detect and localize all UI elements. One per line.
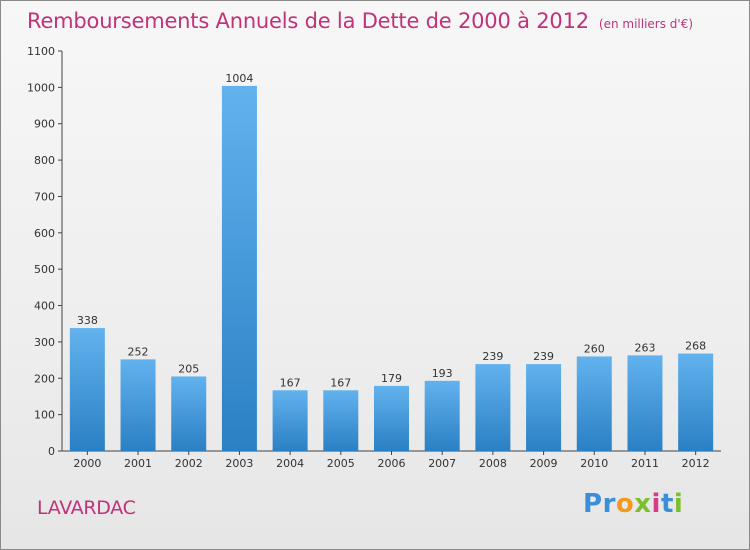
logo-letter: r <box>602 489 616 519</box>
bar <box>475 364 511 451</box>
logo-letter: t <box>660 489 674 519</box>
bar <box>424 380 460 451</box>
y-tick-label: 400 <box>34 300 55 313</box>
x-tick-label: 2004 <box>276 457 304 470</box>
bar <box>323 390 359 451</box>
bar-value-label: 167 <box>280 376 301 389</box>
chart-unit: (en milliers d'€) <box>598 17 694 31</box>
bar-value-label: 193 <box>432 367 453 380</box>
x-tick-label: 2000 <box>73 457 101 470</box>
x-tick-label: 2002 <box>175 457 203 470</box>
y-tick-label: 600 <box>34 227 55 240</box>
y-tick-label: 1000 <box>27 81 55 94</box>
bar <box>627 355 663 451</box>
y-tick-label: 700 <box>34 190 55 203</box>
logo-letter: o <box>615 489 635 519</box>
bar-value-label: 260 <box>584 342 605 355</box>
x-tick-label: 2006 <box>378 457 406 470</box>
x-tick-label: 2011 <box>631 457 659 470</box>
bar-value-label: 268 <box>685 340 706 353</box>
x-tick-label: 2009 <box>530 457 558 470</box>
x-tick-label: 2001 <box>124 457 152 470</box>
x-tick-label: 2007 <box>428 457 456 470</box>
y-tick-label: 0 <box>48 445 55 458</box>
bar <box>69 328 105 451</box>
y-tick-label: 200 <box>34 372 55 385</box>
logo-letter: i <box>651 489 661 519</box>
logo-letter: x <box>634 489 652 519</box>
y-tick-label: 500 <box>34 263 55 276</box>
bar-value-label: 239 <box>533 350 554 363</box>
y-tick-label: 100 <box>34 409 55 422</box>
y-tick-label: 1100 <box>27 45 55 58</box>
bar <box>272 390 308 451</box>
proxiti-logo: Proxiti <box>583 489 683 519</box>
bar <box>678 353 714 451</box>
bar-value-label: 252 <box>128 345 149 358</box>
bar-value-label: 205 <box>178 362 199 375</box>
bar <box>171 376 207 451</box>
bar-value-label: 179 <box>381 372 402 385</box>
chart-title: Remboursements Annuels de la Dette de 20… <box>27 9 589 33</box>
bar <box>221 85 257 451</box>
x-tick-label: 2005 <box>327 457 355 470</box>
logo-letter: i <box>673 489 684 519</box>
city-name: LAVARDAC <box>37 497 136 519</box>
x-tick-label: 2010 <box>580 457 608 470</box>
bar <box>120 359 156 451</box>
bar-value-label: 1004 <box>225 72 253 85</box>
y-tick-label: 900 <box>34 118 55 131</box>
y-tick-label: 800 <box>34 154 55 167</box>
chart-title-block: Remboursements Annuels de la Dette de 20… <box>27 9 693 33</box>
bar-value-label: 338 <box>77 314 98 327</box>
x-tick-label: 2012 <box>682 457 710 470</box>
bar <box>576 356 612 451</box>
bar <box>374 385 409 451</box>
x-tick-label: 2003 <box>225 457 253 470</box>
y-tick-label: 300 <box>34 336 55 349</box>
bar-value-label: 167 <box>330 376 351 389</box>
bar-value-label: 263 <box>634 341 655 354</box>
x-tick-label: 2008 <box>479 457 507 470</box>
bar-value-label: 239 <box>482 350 503 363</box>
logo-letter: P <box>583 489 603 519</box>
bar <box>526 364 562 451</box>
